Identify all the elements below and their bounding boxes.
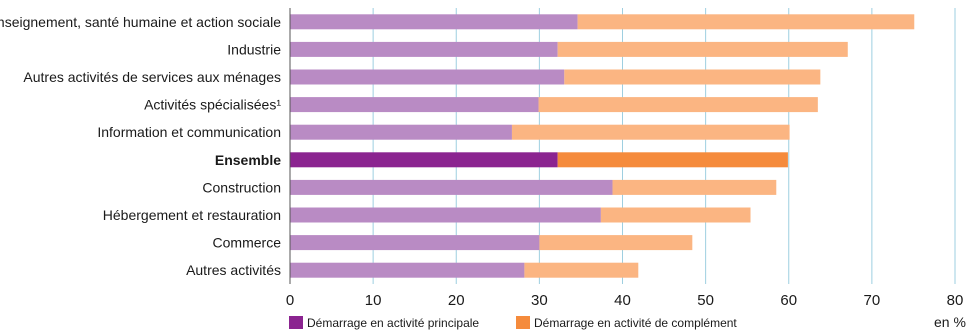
category-label: Commerce bbox=[213, 235, 282, 251]
category-label: Autres activités bbox=[186, 262, 281, 278]
bar-complement bbox=[577, 14, 915, 30]
legend-label: Démarrage en activité principale bbox=[307, 316, 479, 330]
x-tick-label: 80 bbox=[947, 292, 964, 309]
bar-complement bbox=[557, 41, 848, 57]
legend-swatch bbox=[289, 316, 303, 329]
x-axis-tick-labels: 0 10 20 30 40 50 60 70 80 bbox=[286, 292, 964, 309]
bar-principale bbox=[290, 207, 601, 223]
legend: Démarrage en activité principale Démarrag… bbox=[289, 316, 737, 330]
category-label: Industrie bbox=[227, 41, 281, 57]
bar-principale bbox=[290, 124, 512, 140]
x-tick-label: 20 bbox=[448, 292, 465, 309]
bar-complement bbox=[524, 262, 639, 278]
category-label: Autres activités de services aux ménages bbox=[23, 69, 281, 85]
category-label: Information et communication bbox=[97, 124, 281, 140]
category-labels: Enseignement, santé humaine et action so… bbox=[0, 14, 281, 278]
bar-complement bbox=[600, 207, 751, 223]
bar-complement bbox=[538, 97, 818, 113]
legend-swatch bbox=[516, 316, 530, 329]
legend-label: Démarrage en activité de complément bbox=[534, 316, 737, 330]
x-tick-label: 10 bbox=[365, 292, 382, 309]
category-label: Enseignement, santé humaine et action so… bbox=[0, 14, 281, 30]
bar-principale bbox=[290, 41, 558, 57]
bar-principale bbox=[290, 69, 565, 85]
category-label: Activités spécialisées¹ bbox=[144, 97, 281, 113]
bar-complement bbox=[564, 69, 821, 85]
bar-complement bbox=[511, 124, 790, 140]
bar-principale bbox=[290, 235, 540, 251]
bar-principale bbox=[290, 179, 613, 195]
unit-label: en % bbox=[934, 314, 966, 330]
bar-complement bbox=[557, 152, 788, 168]
bar-complement bbox=[539, 235, 693, 251]
bars bbox=[290, 14, 915, 278]
x-tick-label: 60 bbox=[780, 292, 797, 309]
bar-principale bbox=[290, 97, 539, 113]
bar-principale bbox=[290, 262, 525, 278]
bar-principale bbox=[290, 14, 578, 30]
x-tick-label: 30 bbox=[531, 292, 548, 309]
category-label: Construction bbox=[202, 179, 281, 195]
bar-complement bbox=[612, 179, 777, 195]
x-tick-label: 50 bbox=[697, 292, 714, 309]
x-tick-label: 0 bbox=[286, 292, 294, 309]
category-label: Hébergement et restauration bbox=[103, 207, 281, 223]
category-label: Ensemble bbox=[215, 152, 281, 168]
bar-principale bbox=[290, 152, 558, 168]
x-tick-label: 70 bbox=[864, 292, 881, 309]
x-tick-label: 40 bbox=[614, 292, 631, 309]
